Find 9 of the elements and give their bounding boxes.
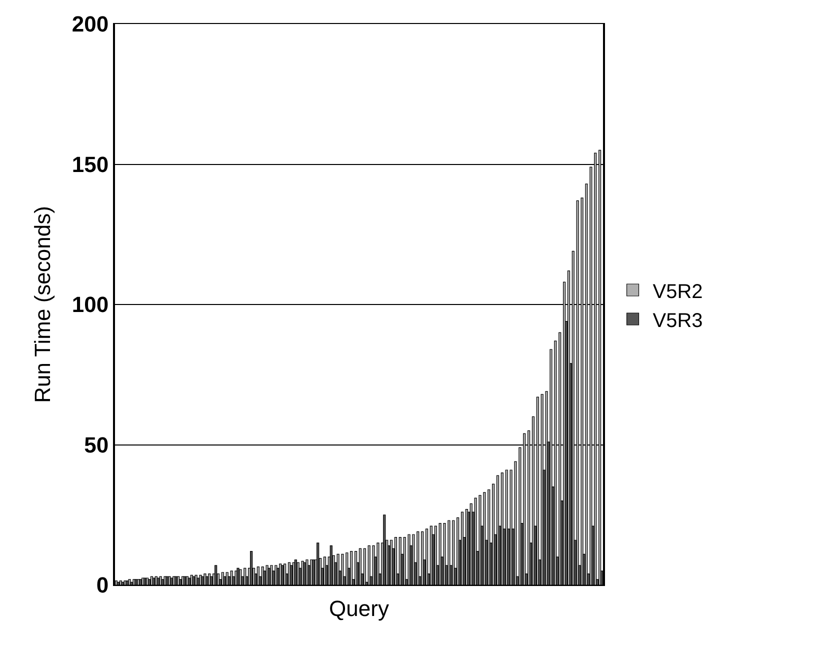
legend-label: V5R2 (652, 280, 703, 303)
legend-label: V5R3 (652, 310, 703, 332)
y-axis-title: Run Time (seconds) (30, 206, 56, 403)
y-tick-label: 200 (72, 12, 109, 37)
y-tick-label: 0 (96, 572, 109, 598)
x-axis-title: Query (329, 596, 389, 621)
y-tick-label: 100 (72, 292, 109, 318)
y-tick-label: 150 (72, 152, 109, 177)
y-tick-label: 50 (84, 432, 109, 458)
